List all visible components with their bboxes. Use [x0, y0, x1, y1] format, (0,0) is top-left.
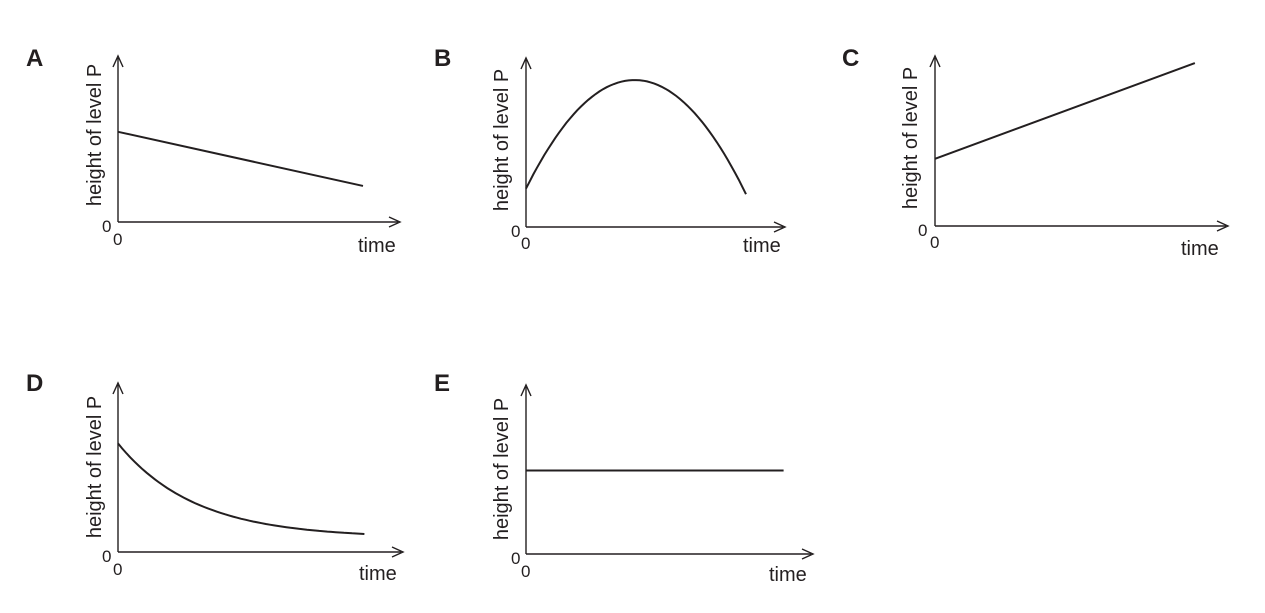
panel-b: B height of level P 0 0 time — [434, 45, 787, 257]
y-axis-title-a: height of level P — [84, 64, 106, 206]
x-axis-title-a: time — [358, 235, 396, 257]
panel-label-d: D — [26, 370, 43, 397]
y-origin-label-d: 0 — [102, 547, 111, 566]
y-axis-title-d: height of level P — [84, 396, 106, 538]
x-origin-label-d: 0 — [113, 560, 122, 579]
line-series-b — [525, 79, 747, 195]
panel-e: E height of level P 0 0 time — [434, 370, 815, 586]
panel-label-e: E — [434, 370, 450, 397]
panel-label-a: A — [26, 45, 43, 72]
y-origin-label-c: 0 — [918, 221, 927, 240]
line-series-c — [934, 62, 1196, 160]
panel-label-b: B — [434, 45, 451, 72]
x-axis-title-e: time — [769, 564, 807, 586]
y-origin-label-e: 0 — [511, 549, 520, 568]
y-axis-arrow-a — [112, 54, 124, 68]
x-axis-arrow-e — [801, 548, 815, 560]
x-origin-label-e: 0 — [521, 562, 530, 581]
x-origin-label-a: 0 — [113, 230, 122, 249]
y-origin-label-b: 0 — [511, 222, 520, 241]
x-axis-title-d: time — [359, 563, 397, 585]
x-origin-label-c: 0 — [930, 233, 939, 252]
x-axis-arrow-b — [773, 221, 787, 233]
panel-label-c: C — [842, 45, 859, 72]
y-axis-arrow-b — [520, 56, 532, 70]
y-axis-arrow-d — [112, 381, 124, 395]
y-axis-title-e: height of level P — [491, 398, 513, 540]
y-origin-label-a: 0 — [102, 217, 111, 236]
x-axis-title-b: time — [743, 235, 781, 257]
y-axis-title-c: height of level P — [900, 67, 922, 209]
panel-a: A height of level P 0 0 time — [26, 45, 402, 257]
x-origin-label-b: 0 — [521, 234, 530, 253]
line-series-a — [117, 130, 364, 187]
x-axis-title-c: time — [1181, 238, 1219, 260]
x-axis-arrow-a — [388, 216, 402, 228]
x-axis-arrow-d — [391, 546, 405, 558]
y-axis-title-b: height of level P — [491, 69, 513, 211]
y-axis-arrow-e — [520, 383, 532, 397]
panel-d: D height of level P 0 0 time — [26, 370, 405, 585]
panel-c: C height of level P 0 0 time — [842, 45, 1230, 260]
y-axis-arrow-c — [929, 54, 941, 68]
line-series-d — [117, 442, 365, 535]
x-axis-arrow-c — [1216, 220, 1230, 232]
